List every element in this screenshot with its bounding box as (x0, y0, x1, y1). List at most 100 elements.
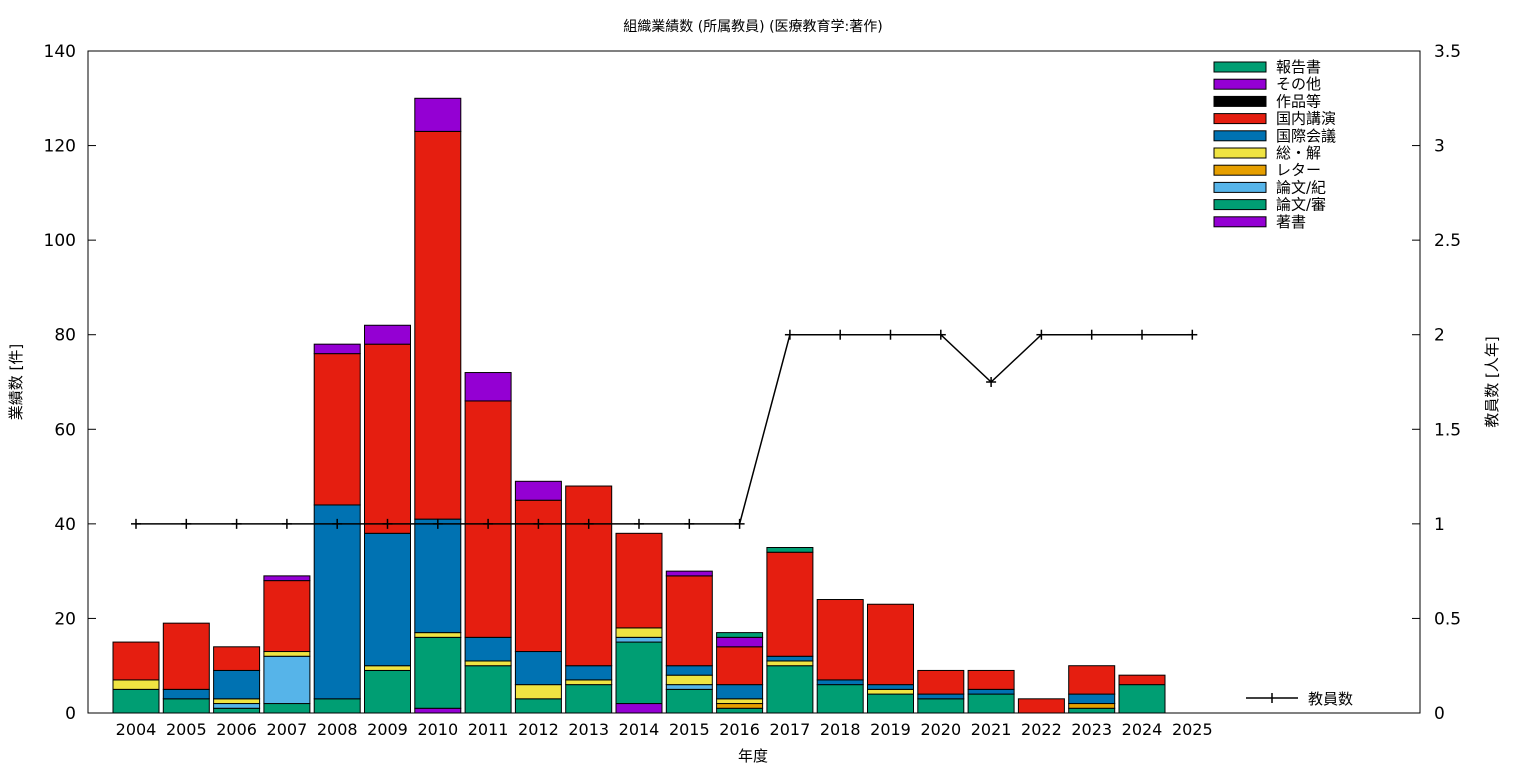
bar-segment (766, 547, 814, 553)
bar-segment (464, 636, 512, 662)
y-tick-label: 20 (54, 609, 76, 629)
bar-segment (313, 504, 361, 700)
y2-tick-label: 2 (1434, 326, 1445, 346)
legend-label: 著書 (1276, 213, 1306, 231)
bar-segment (364, 532, 411, 667)
x-tick-label: 2023 (1071, 720, 1112, 739)
bar-segment (162, 698, 210, 714)
y-axis-label: 業績数 [件] (7, 344, 25, 420)
bar-segment (313, 343, 361, 355)
bar-segment (665, 575, 713, 667)
bar-segment (464, 660, 512, 667)
bar-segment (716, 632, 764, 638)
x-tick-label: 2009 (367, 720, 408, 739)
x-tick-label: 2014 (619, 720, 660, 739)
bar-segment (1118, 674, 1166, 686)
x-tick-label: 2010 (417, 720, 458, 739)
legend-label: 論文/紀 (1276, 178, 1326, 196)
legend-swatch (1213, 61, 1267, 73)
bar-segment (766, 551, 814, 657)
x-tick-label: 2005 (166, 720, 207, 739)
bar-segment (162, 622, 210, 690)
bar-segment (313, 353, 361, 506)
bar-segment (364, 665, 411, 671)
bar-segment (917, 669, 965, 695)
bar-segment (112, 641, 160, 681)
bar-segment (665, 684, 713, 690)
bar-segment (766, 660, 814, 667)
bar-segment (364, 669, 411, 714)
bar-segment (464, 665, 512, 714)
y2-tick-label: 1 (1434, 515, 1445, 535)
bar-segment (565, 485, 613, 667)
legend-swatch (1213, 113, 1267, 125)
bar-segment (364, 343, 411, 534)
bar-segment (1068, 693, 1116, 705)
bar-segment (716, 646, 764, 686)
bar-segment (615, 627, 663, 638)
y-tick-label: 40 (54, 515, 76, 535)
x-tick-label: 2015 (669, 720, 710, 739)
legend-swatch (1213, 164, 1267, 176)
bar-segment (766, 665, 814, 714)
legend-swatch (1213, 216, 1267, 228)
bar-segment (464, 372, 512, 402)
y2-tick-label: 0 (1434, 704, 1445, 724)
legend-label: その他 (1276, 75, 1321, 93)
bar-segment (565, 665, 613, 681)
bar-segment (716, 707, 764, 714)
bar-segment (816, 599, 864, 681)
bar-segment (665, 688, 713, 714)
y-tick-label: 140 (44, 42, 76, 62)
bar-segment (263, 651, 311, 657)
bar-segment (565, 679, 613, 686)
bar-segment (213, 707, 261, 714)
bar-segment (514, 698, 562, 714)
bar-segment (766, 655, 814, 662)
x-tick-label: 2008 (317, 720, 358, 739)
y2-tick-label: 3 (1434, 137, 1445, 157)
faculty-line-layer (131, 329, 1198, 529)
y-tick-label: 60 (54, 420, 76, 440)
legend-label: 総・解 (1276, 144, 1321, 162)
bar-segment (162, 688, 210, 700)
y-tick-label: 100 (44, 231, 76, 251)
bar-segment (917, 693, 965, 700)
x-tick-label: 2013 (568, 720, 609, 739)
bar-segment (967, 688, 1015, 695)
bar-segment (213, 646, 261, 671)
bar-segment (514, 684, 562, 700)
bar-segment (867, 693, 914, 714)
bar-segment (967, 669, 1015, 690)
bar-segment (867, 688, 914, 695)
legend-label: 作品等 (1276, 92, 1321, 110)
x-axis: 2004 2005 2006 2007 2008 2009 2010 2011 2012 2013… (116, 720, 1213, 739)
legend-swatch (1213, 130, 1267, 142)
y-tick-label: 120 (44, 137, 76, 157)
bar-segment (615, 532, 663, 629)
bar-segment (1068, 707, 1116, 714)
bar-segment (565, 684, 613, 714)
x-tick-label: 2016 (719, 720, 760, 739)
legend-swatch (1213, 181, 1267, 193)
bar-segment (867, 684, 914, 690)
bar-segment (263, 580, 311, 653)
x-tick-label: 2019 (870, 720, 911, 739)
legend-swatch (1213, 95, 1267, 107)
bar-segment (263, 655, 311, 705)
faculty-line (136, 333, 1193, 525)
x-tick-label: 2007 (267, 720, 308, 739)
bar-segment (263, 703, 311, 714)
legend-swatch (1213, 199, 1267, 211)
bar-segment (414, 636, 462, 709)
bar-segment (665, 665, 713, 676)
bar-segment (615, 636, 663, 643)
chart-title: 組織業績数 (所属教員) (医療教育学:著作) (623, 18, 882, 35)
x-tick-label: 2018 (820, 720, 861, 739)
bar-segment (716, 698, 764, 705)
x-tick-label: 2020 (920, 720, 961, 739)
bar-segment (716, 684, 764, 700)
y2-tick-label: 1.5 (1434, 420, 1461, 440)
